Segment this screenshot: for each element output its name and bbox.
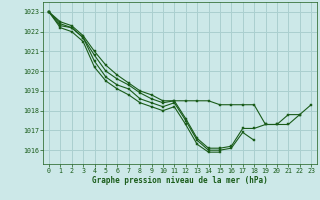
X-axis label: Graphe pression niveau de la mer (hPa): Graphe pression niveau de la mer (hPa) [92,176,268,185]
